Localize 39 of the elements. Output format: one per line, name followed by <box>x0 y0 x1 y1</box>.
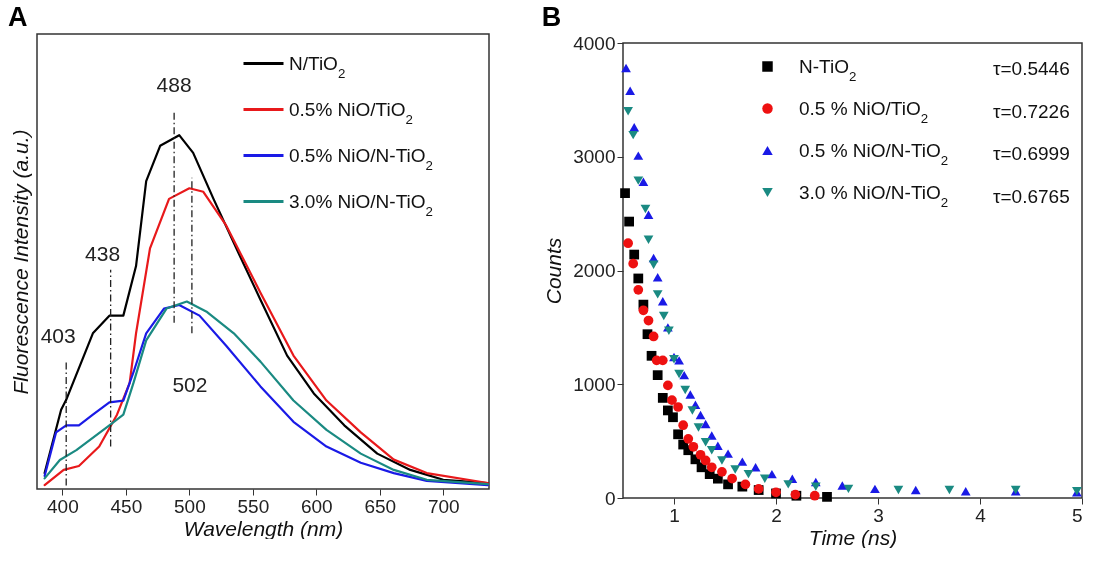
x-tick-label: 650 <box>364 495 397 517</box>
legend-label: 3.0% NiO/N-TiO$_{2}$ <box>289 190 433 218</box>
x-tick-label: 450 <box>110 495 143 517</box>
ref-line-label: 438 <box>85 242 121 266</box>
x-tick-label: 500 <box>174 495 206 517</box>
x-tick-label: 4 <box>975 504 987 526</box>
legend-label: 3.0 % NiO/N-TiO$_{2}$ <box>799 181 949 209</box>
legend-label: 0.5% NiO/TiO$_{2}$ <box>289 98 413 126</box>
legend-label: N-TiO$_{2}$ <box>799 55 857 83</box>
chart-title: A <box>8 2 28 32</box>
ref-line-label: 403 <box>40 323 76 347</box>
ref-line-label: 488 <box>156 72 192 96</box>
annotation: τ=0.6999 <box>993 143 1070 164</box>
y-axis-title: Counts <box>542 237 566 305</box>
legend-label: 0.5% NiO/N-TiO$_{2}$ <box>289 144 433 172</box>
y-tick-label: 2000 <box>573 260 616 281</box>
legend-label: 0.5 % NiO/TiO$_{2}$ <box>799 97 929 125</box>
x-tick-label: 600 <box>300 495 333 517</box>
x-tick-label: 3 <box>873 504 884 526</box>
y-tick-label: 1000 <box>573 373 616 395</box>
legend-label: N/TiO$_{2}$ <box>289 52 346 80</box>
y-axis-title: Fluorescence Intensity (a.u.) <box>8 129 32 395</box>
annotation: τ=0.6765 <box>993 185 1070 207</box>
x-tick-label: 2 <box>771 504 782 526</box>
chart-title: B <box>541 2 562 32</box>
x-tick-label: 400 <box>47 495 79 517</box>
legend-label: 0.5 % NiO/N-TiO$_{2}$ <box>799 139 949 167</box>
y-tick-label: 4000 <box>573 32 616 54</box>
ref-line-label: 502 <box>172 373 208 397</box>
annotation: τ=0.5446 <box>993 58 1070 79</box>
x-axis-title: Time (ns) <box>808 525 898 549</box>
x-tick-label: 1 <box>669 504 680 526</box>
x-axis-title: Wavelength (nm) <box>183 516 344 540</box>
x-tick-label: 700 <box>427 495 460 517</box>
x-tick-label: 5 <box>1071 504 1083 526</box>
x-tick-label: 550 <box>237 495 270 517</box>
annotation: τ=0.7226 <box>993 100 1070 122</box>
y-tick-label: 3000 <box>573 146 616 168</box>
y-tick-label: 0 <box>604 487 616 509</box>
